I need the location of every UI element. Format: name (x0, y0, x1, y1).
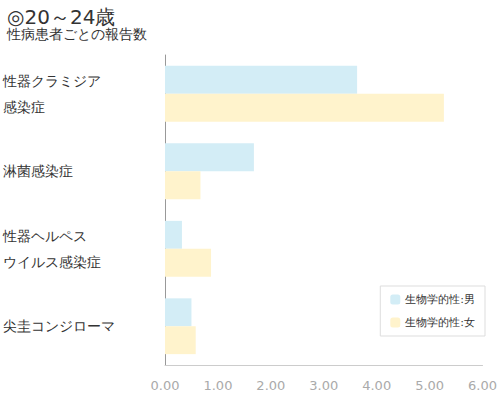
svg-text:淋菌感染症: 淋菌感染症 (3, 163, 73, 179)
svg-text:2.00: 2.00 (256, 378, 285, 393)
svg-text:性器ヘルペス: 性器ヘルペス (2, 228, 87, 244)
svg-text:5.00: 5.00 (415, 378, 444, 393)
svg-text:尖圭コンジローマ: 尖圭コンジローマ (3, 318, 115, 334)
svg-text:0.00: 0.00 (151, 378, 180, 393)
svg-text:◎20～24歳: ◎20～24歳 (7, 5, 116, 29)
svg-text:3.00: 3.00 (309, 378, 338, 393)
svg-text:6.00: 6.00 (468, 378, 497, 393)
svg-text:生物学的性:女: 生物学的性:女 (405, 316, 475, 329)
svg-text:性病患者ごとの報告数: 性病患者ごとの報告数 (6, 26, 147, 42)
svg-text:1.00: 1.00 (203, 378, 232, 393)
svg-text:感染症: 感染症 (3, 99, 45, 115)
svg-text:生物学的性:男: 生物学的性:男 (405, 293, 475, 306)
svg-text:ウイルス感染症: ウイルス感染症 (3, 254, 101, 270)
svg-text:4.00: 4.00 (362, 378, 391, 393)
svg-text:性器クラミジア: 性器クラミジア (2, 73, 101, 89)
